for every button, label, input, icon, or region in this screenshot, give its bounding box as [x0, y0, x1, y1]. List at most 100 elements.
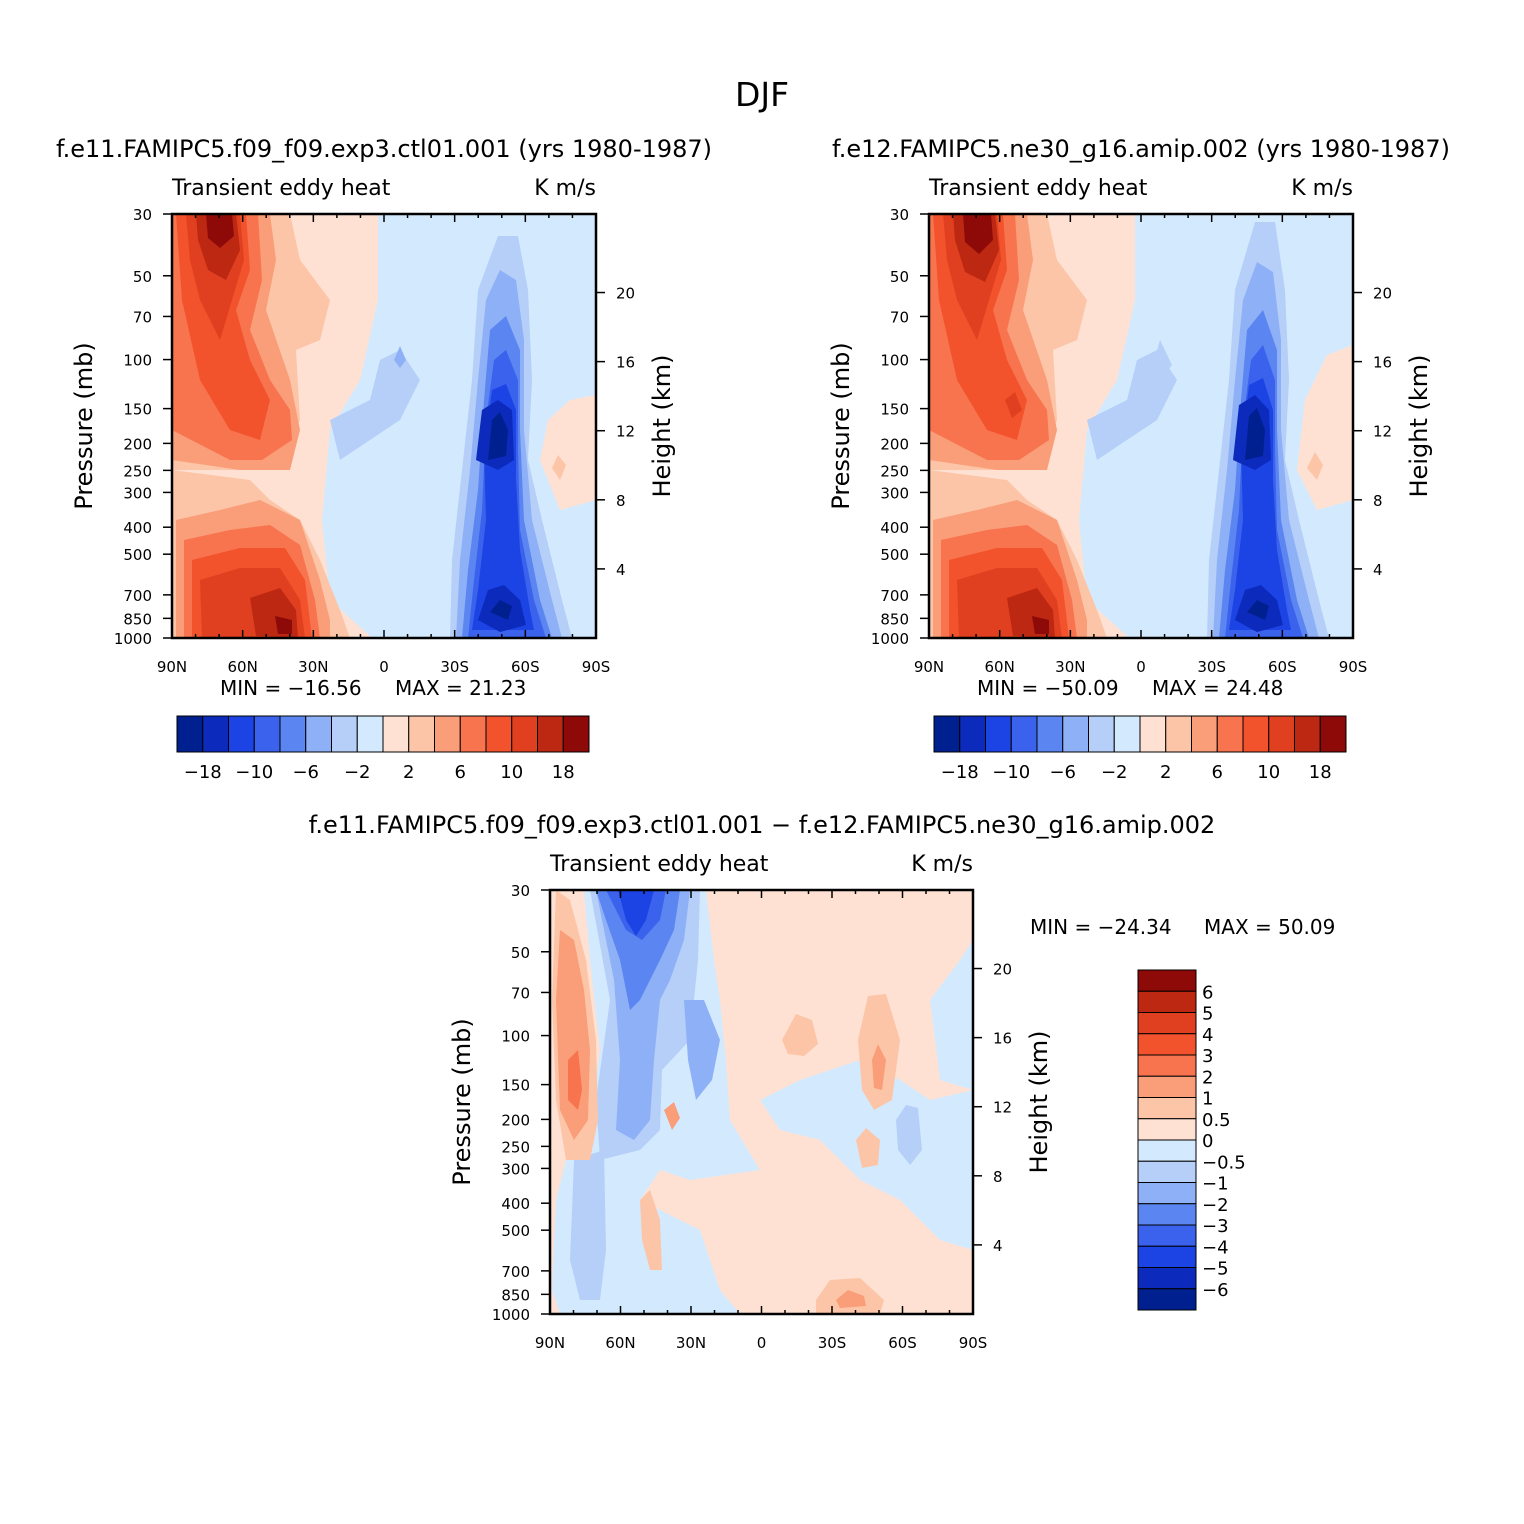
- x-tick-label: 90N: [535, 1334, 565, 1352]
- colorbar-swatch: [331, 715, 358, 753]
- y-tick-label: 1000: [114, 630, 152, 648]
- colorbar-swatch: [1137, 1182, 1197, 1205]
- colorbar-swatch: [1139, 715, 1167, 753]
- panel-3-min: MIN = −24.34: [1030, 915, 1172, 939]
- y2-tick-label: 20: [993, 961, 1012, 979]
- y-tick-label: 70: [890, 308, 909, 326]
- colorbar-swatch: [1137, 1288, 1197, 1311]
- colorbar-label: 0.5: [1202, 1110, 1231, 1131]
- y-tick-label: 700: [123, 587, 152, 605]
- panel-2-subtitle-right: K m/s: [1291, 176, 1353, 201]
- y-tick-label: 30: [511, 882, 530, 900]
- panel-3-contours: [550, 890, 973, 1314]
- x-tick-label: 0: [757, 1334, 767, 1352]
- colorbar-label: −10: [992, 762, 1030, 783]
- colorbar-swatch: [1137, 1012, 1197, 1035]
- colorbar-label: −5: [1202, 1259, 1229, 1280]
- colorbar-swatch: [228, 715, 255, 753]
- panel-1-ylabel: Pressure (mb): [70, 342, 98, 509]
- y-tick-label: 50: [133, 268, 152, 286]
- colorbar-swatch: [1062, 715, 1089, 753]
- y-tick-label: 300: [501, 1160, 530, 1178]
- colorbar-swatch: [1191, 715, 1218, 753]
- x-tick-label: 90S: [1339, 658, 1368, 676]
- y2-tick-label: 8: [993, 1168, 1003, 1186]
- y-tick-label: 150: [880, 401, 909, 419]
- panel-3-subtitle-right: K m/s: [911, 852, 973, 877]
- colorbar-label: 18: [1309, 762, 1332, 783]
- x-tick-label: 60N: [228, 658, 258, 676]
- panel-1-subtitle-left: Transient eddy heat: [171, 176, 391, 201]
- colorbar-label: 0: [1202, 1131, 1213, 1152]
- colorbar-label: 6: [1202, 982, 1213, 1003]
- panel-2: f.e12.FAMIPC5.ne30_g16.amip.002 (yrs 198…: [827, 135, 1450, 783]
- colorbar-swatch: [1088, 715, 1115, 753]
- panel-2-ylabel: Pressure (mb): [827, 342, 855, 509]
- y2-tick-label: 16: [1373, 354, 1392, 372]
- colorbar-label: 3: [1202, 1046, 1213, 1067]
- y2-tick-label: 16: [993, 1030, 1012, 1048]
- panel-3-max: MAX = 50.09: [1204, 915, 1335, 939]
- x-tick-label: 30S: [440, 658, 469, 676]
- panel-2-ticks: 90N 60N 30N 0 30S 60S 90S 30 50 70 100 150 200 250 300…: [871, 206, 1392, 676]
- colorbar-swatch: [1137, 1267, 1197, 1290]
- y-tick-label: 50: [511, 944, 530, 962]
- y2-tick-label: 12: [616, 423, 635, 441]
- colorbar-swatch: [408, 715, 435, 753]
- colorbar-label: −2: [344, 762, 371, 783]
- y-tick-label: 200: [880, 435, 909, 453]
- colorbar-swatch: [1319, 715, 1347, 753]
- colorbar-swatch: [1294, 715, 1321, 753]
- colorbar-swatch: [1137, 1139, 1197, 1162]
- colorbar-label: −3: [1202, 1216, 1229, 1237]
- colorbar-swatch: [933, 715, 961, 753]
- panel-2-subtitle-left: Transient eddy heat: [928, 176, 1148, 201]
- x-tick-label: 0: [379, 658, 389, 676]
- colorbar-label: 6: [455, 762, 466, 783]
- y-tick-label: 100: [880, 352, 909, 370]
- main-title: DJF: [735, 75, 789, 114]
- panel-3-ticks: 90N 60N 30N 0 30S 60S 90S 30 50 70 100 150 200 250 300…: [492, 882, 1012, 1352]
- colorbar-label: 10: [500, 762, 523, 783]
- panel-2-colorbar: −18 −10 −6 −2 2 6 10 18: [933, 715, 1347, 783]
- panel-2-title: f.e12.FAMIPC5.ne30_g16.amip.002 (yrs 198…: [832, 135, 1450, 163]
- y2-tick-label: 4: [993, 1237, 1003, 1255]
- colorbar-swatch: [1137, 1054, 1197, 1077]
- y2-tick-label: 8: [616, 492, 626, 510]
- colorbar-swatch: [1137, 1118, 1197, 1141]
- colorbar-swatch: [305, 715, 332, 753]
- panel-1-y2label: Height (km): [648, 355, 676, 498]
- panel-3-y2label: Height (km): [1025, 1031, 1053, 1174]
- colorbar-swatch: [511, 715, 538, 753]
- panel-2-y2label: Height (km): [1405, 355, 1433, 498]
- y2-tick-label: 12: [1373, 423, 1392, 441]
- x-tick-label: 30N: [298, 658, 328, 676]
- colorbar-swatch: [1113, 715, 1141, 753]
- colorbar-swatch: [1137, 1160, 1197, 1183]
- colorbar-swatch: [959, 715, 986, 753]
- x-tick-label: 90S: [959, 1334, 988, 1352]
- colorbar-label: 2: [1202, 1067, 1213, 1088]
- panel-2-min: MIN = −50.09: [977, 676, 1119, 700]
- x-tick-label: 90S: [582, 658, 611, 676]
- colorbar-swatch: [1137, 1203, 1197, 1226]
- panel-3: f.e11.FAMIPC5.f09_f09.exp3.ctl01.001 − f…: [309, 811, 1336, 1352]
- colorbar-swatch: [1137, 1033, 1197, 1056]
- y-tick-label: 850: [880, 610, 909, 628]
- y-tick-label: 1000: [492, 1306, 530, 1324]
- colorbar-label: −0.5: [1202, 1152, 1246, 1173]
- x-tick-label: 60N: [985, 658, 1015, 676]
- y2-tick-label: 4: [1373, 561, 1383, 579]
- y-tick-label: 500: [123, 546, 152, 564]
- x-tick-label: 90N: [914, 658, 944, 676]
- x-tick-label: 30S: [818, 1334, 847, 1352]
- colorbar-swatch: [434, 715, 461, 753]
- y2-tick-label: 20: [1373, 285, 1392, 303]
- y-tick-label: 30: [890, 206, 909, 224]
- y-tick-label: 300: [880, 484, 909, 502]
- panel-3-ylabel: Pressure (mb): [448, 1018, 476, 1185]
- colorbar-label: −6: [1049, 762, 1076, 783]
- y-tick-label: 250: [880, 462, 909, 480]
- y-tick-label: 150: [501, 1077, 530, 1095]
